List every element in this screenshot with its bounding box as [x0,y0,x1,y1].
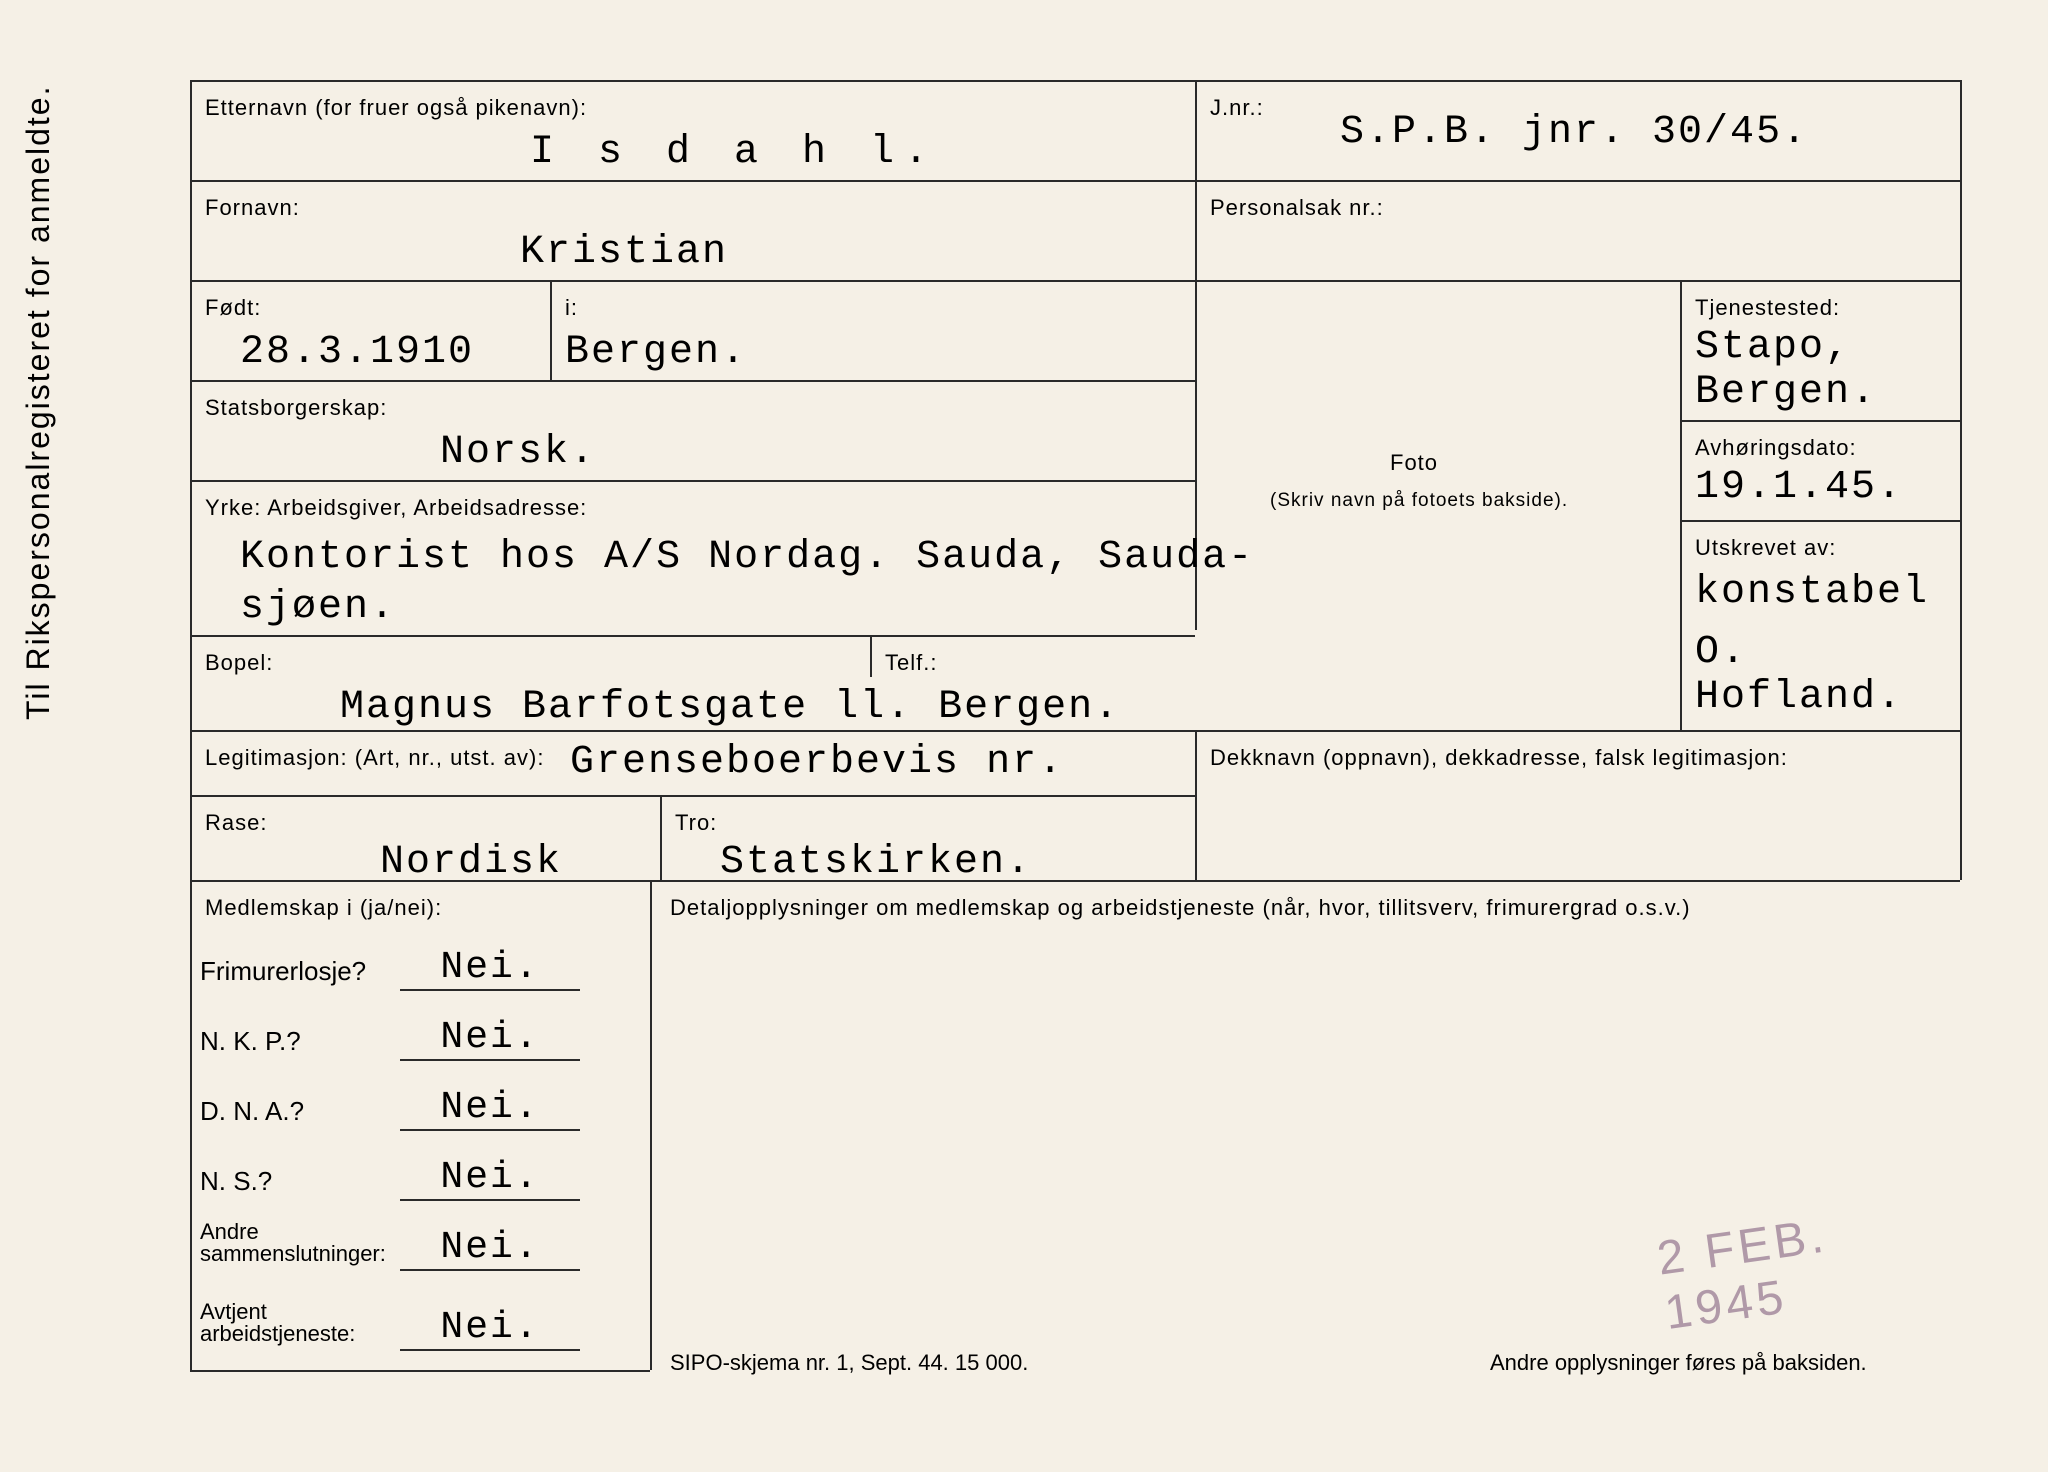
value-jnr: S.P.B. jnr. 30/45. [1340,110,1808,155]
value-yrke2: sjøen. [240,585,396,630]
label-foto: Foto [1390,450,1438,476]
label-rase: Rase: [205,810,267,836]
label-personalsak: Personalsak nr.: [1210,195,1384,221]
row-andre: Andre sammenslutninger: Nei. [200,1215,600,1271]
value-ns: Nei. [400,1156,580,1201]
label-tro: Tro: [675,810,717,836]
label-fornavn: Fornavn: [205,195,300,221]
label-dekknavn: Dekknavn (oppnavn), dekkadresse, falsk l… [1210,745,1788,771]
label-avhoringsdato: Avhøringsdato: [1695,435,1857,461]
label-nkp: N. K. P.? [200,1026,301,1057]
label-yrke: Yrke: Arbeidsgiver, Arbeidsadresse: [205,495,587,521]
value-rase: Nordisk [380,840,562,885]
value-avtjent: Nei. [400,1306,580,1351]
row-frimurer: Frimurerlosje? Nei. [200,935,600,991]
label-foto-sub: (Skriv navn på fotoets bakside). [1270,490,1568,512]
value-i: Bergen. [565,330,747,375]
row-nkp: N. K. P.? Nei. [200,1005,600,1061]
value-tro: Statskirken. [720,840,1032,885]
label-avtjent2: arbeidstjeneste: [200,1321,355,1347]
vertical-title: Til Rikspersonalregisteret for anmeldte. [20,85,57,720]
value-etternavn: I s d a h l. [530,130,938,175]
value-dna: Nei. [400,1086,580,1131]
label-fodt: Født: [205,295,261,321]
label-tjenestested: Tjenestested: [1695,295,1840,321]
row-ns: N. S.? Nei. [200,1145,600,1201]
row-avtjent: Avtjent arbeidstjeneste: Nei. [200,1295,600,1351]
value-tjenestested2: Bergen. [1695,370,1877,415]
value-nkp: Nei. [400,1016,580,1061]
form-card: Etternavn (for fruer også pikenavn): I s… [90,40,1970,1420]
label-frimurer: Frimurerlosje? [200,956,366,987]
footer-left: SIPO-skjema nr. 1, Sept. 44. 15 000. [670,1350,1028,1376]
value-bopel: Magnus Barfotsgate ll. Bergen. [340,685,1120,730]
row-dna: D. N. A.? Nei. [200,1075,600,1131]
label-bopel: Bopel: [205,650,273,676]
value-fornavn: Kristian [520,230,728,275]
value-andre: Nei. [400,1226,580,1271]
label-detalj: Detaljopplysninger om medlemskap og arbe… [670,895,1691,921]
label-legitimasjon: Legitimasjon: (Art, nr., utst. av): [205,745,544,771]
value-frimurer: Nei. [400,946,580,991]
value-utskrevet2: O. Hofland. [1695,630,1970,720]
label-statsborgerskap: Statsborgerskap: [205,395,387,421]
label-telf: Telf.: [885,650,937,676]
value-legitimasjon: Grenseboerbevis nr. [570,740,1064,785]
date-stamp: 2 FEB. 1945 [1654,1189,1976,1341]
value-statsborgerskap: Norsk. [440,430,596,475]
label-i: i: [565,295,578,321]
value-tjenestested1: Stapo, [1695,325,1851,370]
label-utskrevet: Utskrevet av: [1695,535,1836,561]
label-dna: D. N. A.? [200,1096,304,1127]
label-etternavn: Etternavn (for fruer også pikenavn): [205,95,587,121]
value-avhoringsdato: 19.1.45. [1695,465,1903,510]
value-utskrevet1: konstabel [1695,570,1929,615]
value-fodt: 28.3.1910 [240,330,474,375]
label-ns: N. S.? [200,1166,272,1197]
value-yrke1: Kontorist hos A/S Nordag. Sauda, Sauda- [240,535,1254,580]
label-medlemskap: Medlemskap i (ja/nei): [205,895,442,921]
label-andre2: sammenslutninger: [200,1241,386,1267]
footer-right: Andre opplysninger føres på baksiden. [1490,1350,1867,1376]
label-jnr: J.nr.: [1210,95,1264,121]
